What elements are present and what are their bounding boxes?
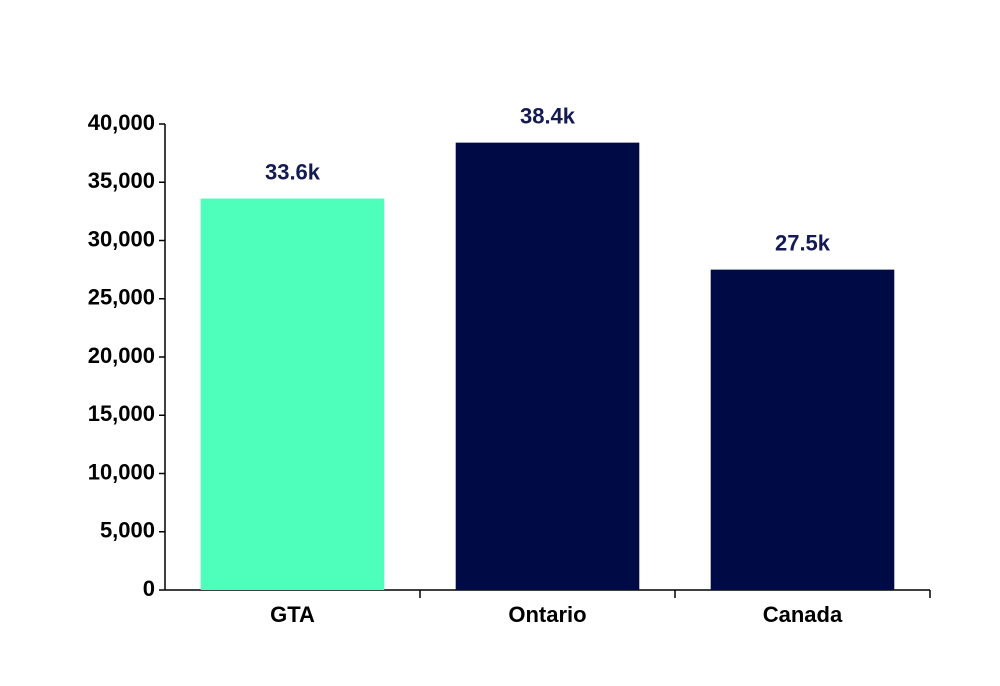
y-tick-label: 15,000 <box>88 401 155 426</box>
y-tick-label: 40,000 <box>88 110 155 135</box>
value-label: 33.6k <box>265 159 321 184</box>
y-tick-label: 35,000 <box>88 168 155 193</box>
x-tick-label: Ontario <box>508 602 586 627</box>
bar <box>710 269 895 590</box>
bar <box>455 142 640 590</box>
y-tick-label: 20,000 <box>88 343 155 368</box>
x-tick-label: GTA <box>270 602 315 627</box>
y-tick-label: 30,000 <box>88 226 155 251</box>
bar <box>200 198 385 590</box>
x-tick-label: Canada <box>763 602 843 627</box>
y-tick-label: 5,000 <box>100 518 155 543</box>
value-label: 27.5k <box>775 230 831 255</box>
value-label: 38.4k <box>520 103 576 128</box>
y-tick-label: 25,000 <box>88 285 155 310</box>
y-tick-label: 10,000 <box>88 459 155 484</box>
y-tick-label: 0 <box>143 576 155 601</box>
